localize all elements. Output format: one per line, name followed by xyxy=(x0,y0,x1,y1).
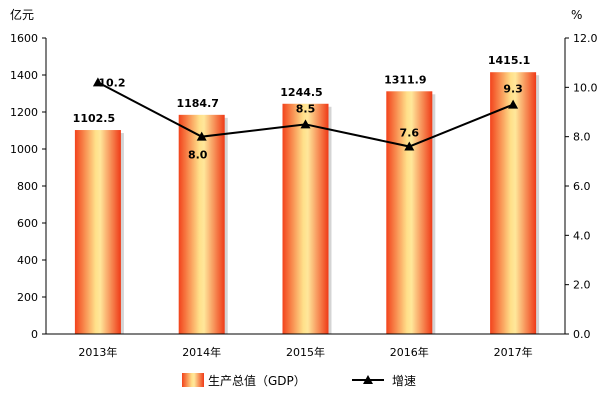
left-tick-label: 200 xyxy=(17,291,38,304)
x-axis-ticks: 2013年 2014年 2015年 2016年 2017年 xyxy=(78,345,532,359)
growth-label: 9.3 xyxy=(503,83,523,96)
growth-labels: 10.2 8.0 8.5 7.6 9.3 xyxy=(98,76,523,161)
growth-label: 8.0 xyxy=(188,149,208,162)
left-axis-unit: 亿元 xyxy=(10,7,34,22)
gdp-bar xyxy=(386,91,433,335)
growth-marker xyxy=(196,131,207,141)
growth-line xyxy=(92,77,519,151)
growth-marker xyxy=(404,141,415,151)
left-tick-label: 800 xyxy=(17,180,38,193)
gdp-bar-label: 1184.7 xyxy=(176,97,218,110)
gdp-bars xyxy=(74,72,540,335)
gdp-bar xyxy=(178,114,225,334)
right-tick-label: 8.0 xyxy=(573,131,591,144)
gdp-bar-label: 1244.5 xyxy=(280,86,322,99)
right-tick-label: 10.0 xyxy=(573,81,598,94)
left-tick-label: 0 xyxy=(31,328,38,341)
gdp-bar xyxy=(74,130,121,334)
x-tick-label: 2015年 xyxy=(286,345,325,359)
left-tick-label: 1200 xyxy=(10,106,38,119)
growth-marker xyxy=(300,119,311,129)
gdp-bar xyxy=(282,103,329,334)
growth-marker xyxy=(508,99,519,109)
gdp-bar-labels: 1102.5 1184.7 1244.5 1311.9 1415.1 xyxy=(73,54,531,125)
growth-marker xyxy=(92,77,103,87)
gdp-bar xyxy=(490,72,537,335)
legend-gdp-label: 生产总值（GDP） xyxy=(208,373,306,388)
gdp-bar-label: 1311.9 xyxy=(384,73,426,86)
right-tick-label: 4.0 xyxy=(573,229,591,242)
x-tick-label: 2013年 xyxy=(78,345,117,359)
left-tick-label: 400 xyxy=(17,254,38,267)
gdp-bar-label: 1415.1 xyxy=(488,54,530,67)
right-tick-label: 12.0 xyxy=(573,32,598,45)
legend-bar-swatch xyxy=(182,373,204,387)
right-tick-label: 6.0 xyxy=(573,180,591,193)
growth-label: 8.5 xyxy=(296,102,316,115)
right-tick-label: 0.0 xyxy=(573,328,591,341)
x-tick-label: 2014年 xyxy=(182,345,221,359)
right-axis-ticks: 0.0 2.0 4.0 6.0 8.0 10.0 12.0 xyxy=(565,32,598,341)
right-axis-unit: % xyxy=(571,8,582,22)
x-tick-label: 2017年 xyxy=(494,345,533,359)
legend-growth-label: 增速 xyxy=(392,374,416,388)
x-tick-label: 2016年 xyxy=(390,345,429,359)
axes xyxy=(45,38,566,335)
growth-label: 7.6 xyxy=(400,127,420,140)
legend: 生产总值（GDP） 增速 xyxy=(182,373,416,388)
left-tick-label: 600 xyxy=(17,217,38,230)
left-axis-ticks: 0 200 400 600 800 1000 1200 1400 1600 xyxy=(10,32,46,341)
left-tick-label: 1600 xyxy=(10,32,38,45)
legend-triangle-marker xyxy=(363,375,373,384)
left-tick-label: 1000 xyxy=(10,143,38,156)
growth-label: 10.2 xyxy=(98,76,125,89)
left-tick-label: 1400 xyxy=(10,69,38,82)
right-tick-label: 2.0 xyxy=(573,279,591,292)
gdp-bar-label: 1102.5 xyxy=(73,112,115,125)
